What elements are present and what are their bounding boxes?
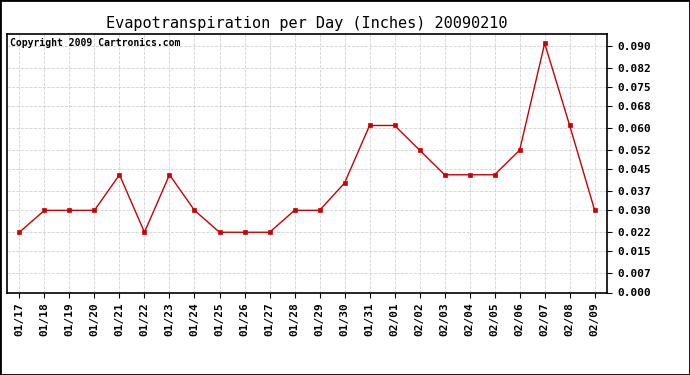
Text: Copyright 2009 Cartronics.com: Copyright 2009 Cartronics.com bbox=[10, 38, 180, 48]
Title: Evapotranspiration per Day (Inches) 20090210: Evapotranspiration per Day (Inches) 2009… bbox=[106, 16, 508, 31]
